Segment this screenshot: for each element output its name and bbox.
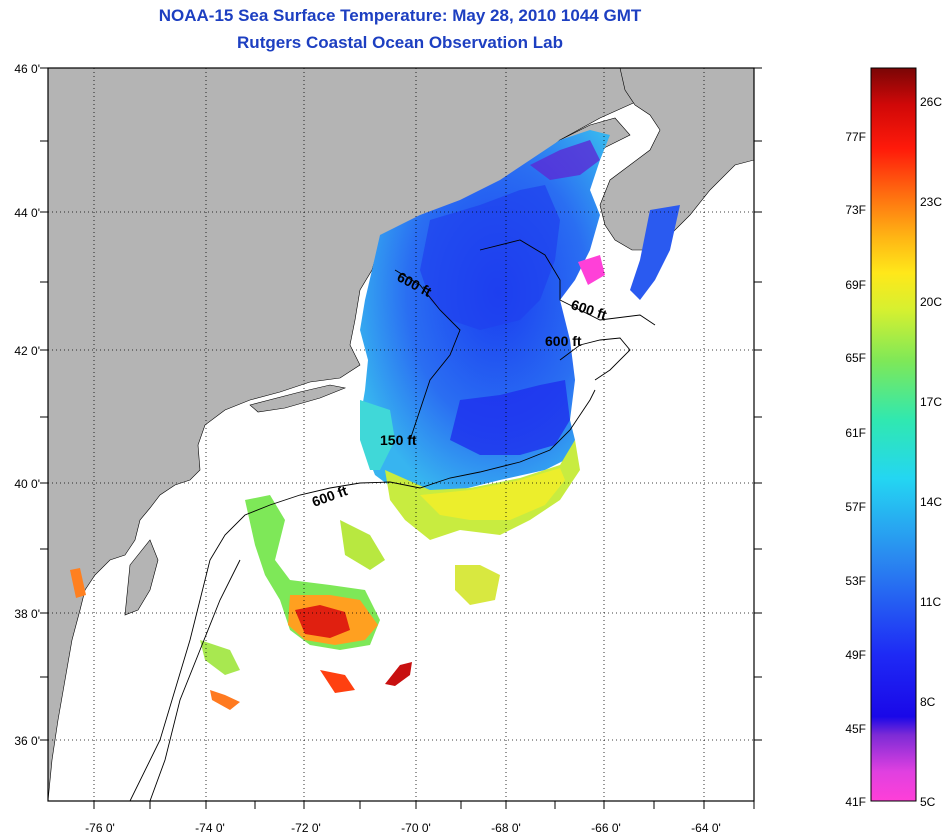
colorbar-f-label: 73F [845,203,866,217]
gridlines [48,68,754,801]
map-title: NOAA-15 Sea Surface Temperature: May 28,… [158,6,642,25]
lon-label: -74 0' [195,821,225,835]
lat-label: 40 0' [14,477,40,491]
lon-ticks [93,801,755,809]
colorbar-c-label: 11C [920,595,941,609]
colorbar-f-label: 61F [845,426,866,440]
lat-label: 42 0' [14,344,40,358]
lon-label: -70 0' [401,821,431,835]
colorbar-c-label: 17C [920,395,942,409]
contour-label-150ft: 150 ft [380,432,417,448]
colorbar-f-label: 41F [845,795,866,809]
contour-label-600ft-east: 600 ft [545,333,582,349]
colorbar-f-label: 49F [845,648,866,662]
colorbar-c-label: 26C [920,95,942,109]
lon-label: -64 0' [691,821,721,835]
colorbar-c-label: 5C [920,795,936,809]
colorbar-celsius: 26C 23C 20C 17C 14C 11C 8C 5C [920,95,942,809]
colorbar [870,67,917,802]
lon-label: -72 0' [291,821,321,835]
colorbar-f-label: 53F [845,574,866,588]
colorbar-fahrenheit: 77F 73F 69F 65F 61F 57F 53F 49F 45F 41F [845,130,866,809]
bathymetry-contours [129,239,656,801]
lat-ticks [40,67,762,741]
lat-label: 38 0' [14,607,40,621]
colorbar-f-label: 65F [845,351,866,365]
colorbar-f-label: 45F [845,722,866,736]
colorbar-f-label: 57F [845,500,866,514]
lon-label: -76 0' [85,821,115,835]
lon-label: -68 0' [491,821,521,835]
colorbar-c-label: 23C [920,195,942,209]
plot-frame [47,67,755,802]
map-subtitle: Rutgers Coastal Ocean Observation Lab [237,33,563,52]
colorbar-f-label: 77F [845,130,866,144]
lat-label: 36 0' [14,734,40,748]
sst-field [70,130,680,710]
colorbar-c-label: 8C [920,695,936,709]
lat-label: 44 0' [14,206,40,220]
lon-label: -66 0' [591,821,621,835]
colorbar-c-label: 20C [920,295,942,309]
lat-label: 46 0' [14,62,40,76]
colorbar-c-label: 14C [920,495,942,509]
colorbar-f-label: 69F [845,278,866,292]
